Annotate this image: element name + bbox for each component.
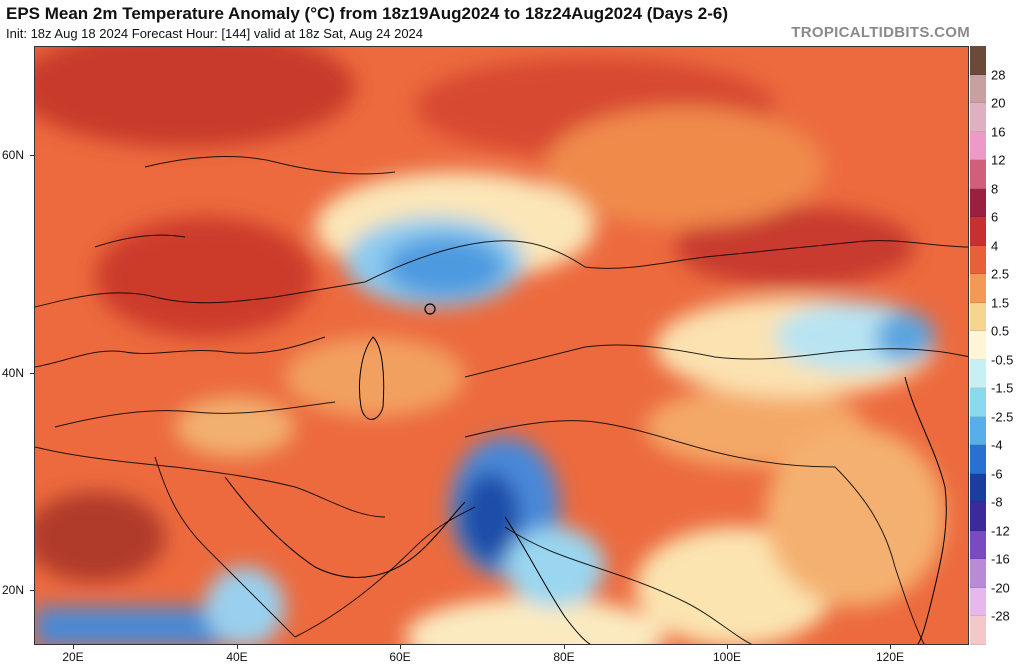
colorbar-swatch	[970, 388, 986, 417]
colorbar-swatch	[970, 160, 986, 189]
colorbar-label: 8	[991, 181, 999, 197]
lon-label-40e: 40E	[226, 650, 248, 664]
colorbar-label: -28	[991, 608, 1010, 624]
lat-tick	[30, 155, 34, 156]
lat-label-60n: 60N	[2, 148, 25, 162]
colorbar-swatch	[970, 103, 986, 132]
colorbar-swatch	[970, 359, 986, 389]
colorbar-swatch	[970, 445, 986, 474]
lat-tick	[30, 373, 34, 374]
arabian-coast	[224, 476, 466, 578]
colorbar-swatch	[970, 217, 986, 246]
colorbar-label: 12	[991, 152, 1006, 168]
colorbar-label: -8	[991, 494, 1003, 510]
colorbar-swatch	[970, 587, 986, 617]
colorbar-swatch	[970, 274, 986, 303]
colorbar-label: -2.5	[991, 409, 1014, 425]
colorbar-label: 2.5	[991, 266, 1010, 282]
colorbar-swatch	[970, 473, 986, 503]
lon-label-100e: 100E	[712, 650, 742, 664]
colorbar-label: 28	[991, 67, 1006, 83]
lon-tick	[400, 645, 401, 649]
colorbar-label: 16	[991, 124, 1006, 140]
colorbar-swatch	[970, 188, 986, 218]
map-title: EPS Mean 2m Temperature Anomaly (°C) fro…	[6, 4, 728, 23]
colorbar-label: 0.5	[991, 323, 1010, 339]
lon-tick	[564, 645, 565, 649]
colorbar-swatch	[970, 502, 986, 531]
colorbar-label: 20	[991, 95, 1006, 111]
aral-sea	[424, 303, 436, 315]
lat-tick	[30, 590, 34, 591]
colorbar-swatch	[970, 331, 986, 360]
colorbar-swatch	[970, 302, 986, 332]
colorbar-label: -4	[991, 437, 1003, 453]
china-coast	[904, 376, 947, 644]
colorbar-label: -20	[991, 580, 1010, 596]
lon-label-80e: 80E	[553, 650, 575, 664]
lon-tick	[73, 645, 74, 649]
colorbar-swatch	[970, 530, 986, 560]
colorbar-label: 1.5	[991, 295, 1010, 311]
colorbar-label: -16	[991, 551, 1010, 567]
colorbar-swatch	[970, 46, 986, 75]
lon-tick	[237, 645, 238, 649]
caspian-sea	[359, 336, 385, 420]
colorbar-swatch	[970, 416, 986, 446]
map-canvas	[35, 47, 968, 644]
india-coast	[504, 516, 591, 644]
lat-label-40n: 40N	[2, 366, 25, 380]
colorbar-swatch	[970, 616, 986, 645]
brand-watermark[interactable]: TROPICALTIDBITS.COM	[791, 24, 970, 41]
colorbar-swatch	[970, 559, 986, 588]
colorbar-swatch	[970, 131, 986, 161]
colorbar-label: 6	[991, 209, 999, 225]
colorbar-label: -12	[991, 523, 1010, 539]
colorbar-label: -1.5	[991, 380, 1014, 396]
lon-label-20e: 20E	[62, 650, 84, 664]
temperature-anomaly-map	[34, 46, 969, 645]
colorbar-swatch	[970, 74, 986, 104]
lon-label-120e: 120E	[875, 650, 905, 664]
colorbar-label: -0.5	[991, 352, 1014, 368]
colorbar-legend: 28 20 16 12 8 6 4 2.5 1.5 0.5 -0.5 -1.5 -2.5 -4 -6 -8 -1…	[970, 46, 1024, 645]
lon-tick	[727, 645, 728, 649]
map-subtitle: Init: 18z Aug 18 2024 Forecast Hour: [14…	[6, 26, 424, 41]
country-borders	[35, 156, 968, 644]
lat-label-20n: 20N	[2, 583, 25, 597]
anomaly-field	[35, 47, 945, 644]
colorbar-swatch	[970, 245, 986, 275]
colorbar-label: 4	[991, 238, 999, 254]
lon-label-60e: 60E	[389, 650, 411, 664]
lon-tick	[890, 645, 891, 649]
colorbar-label: -6	[991, 466, 1003, 482]
